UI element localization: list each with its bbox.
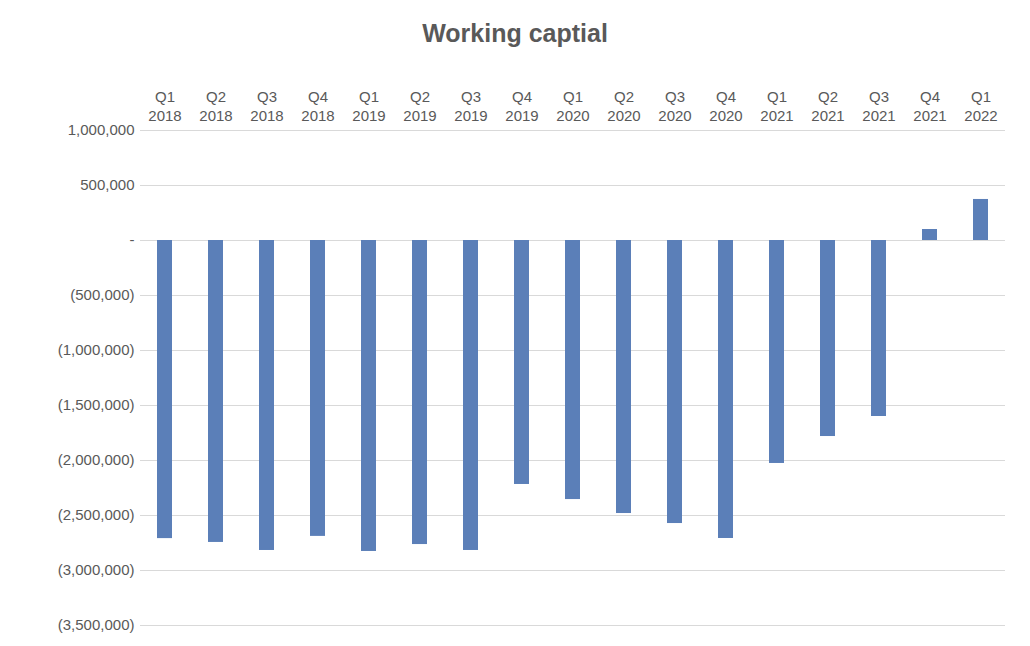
svg-text:(2,500,000): (2,500,000)	[58, 506, 135, 523]
svg-text:Q32018: Q32018	[250, 88, 283, 124]
svg-text:(500,000): (500,000)	[70, 286, 134, 303]
svg-text:Q12020: Q12020	[556, 88, 589, 124]
svg-text:Q12019: Q12019	[352, 88, 385, 124]
svg-text:1,000,000: 1,000,000	[68, 121, 135, 138]
svg-text:Q22018: Q22018	[199, 88, 232, 124]
svg-text:Q12021: Q12021	[760, 88, 793, 124]
svg-text:(3,500,000): (3,500,000)	[58, 616, 135, 633]
svg-text:(1,000,000): (1,000,000)	[58, 341, 135, 358]
svg-text:Q32019: Q32019	[454, 88, 487, 124]
svg-text:500,000: 500,000	[80, 176, 134, 193]
svg-text:Q12022: Q12022	[964, 88, 997, 124]
svg-text:Q12018: Q12018	[148, 88, 181, 124]
svg-text:Q22019: Q22019	[403, 88, 436, 124]
svg-text:Q32020: Q32020	[658, 88, 691, 124]
svg-text:-: -	[130, 231, 135, 248]
svg-text:Q42019: Q42019	[505, 88, 538, 124]
html-text:Working captial: Working captial	[422, 19, 608, 47]
svg-text:Q22021: Q22021	[811, 88, 844, 124]
svg-text:Q42020: Q42020	[709, 88, 742, 124]
svg-text:(2,000,000): (2,000,000)	[58, 451, 135, 468]
svg-text:(1,500,000): (1,500,000)	[58, 396, 135, 413]
svg-text:Q42018: Q42018	[301, 88, 334, 124]
svg-text:Q32021: Q32021	[862, 88, 895, 124]
svg-text:Q42021: Q42021	[913, 88, 946, 124]
svg-text:(3,000,000): (3,000,000)	[58, 561, 135, 578]
svg-text:Q22020: Q22020	[607, 88, 640, 124]
